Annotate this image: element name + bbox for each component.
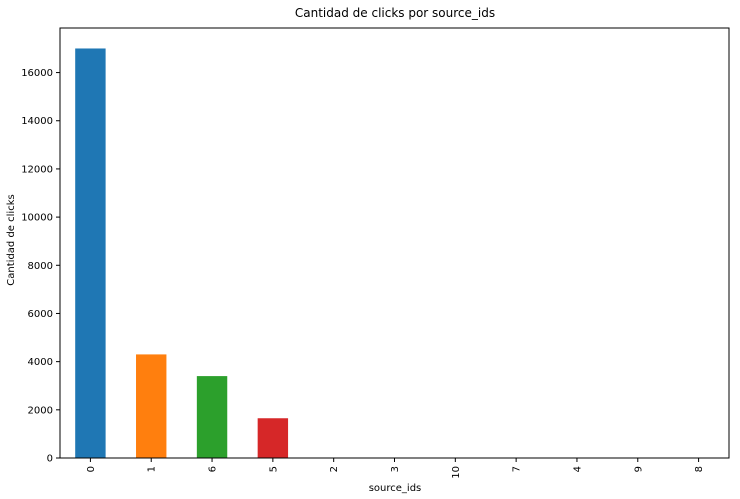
x-tick-label: 10 <box>451 466 462 479</box>
x-tick-label: 7 <box>512 466 523 472</box>
y-tick-label: 8000 <box>28 261 53 272</box>
bar-5 <box>257 418 289 458</box>
y-tick-label: 0 <box>47 454 53 465</box>
x-axis-label: source_ids <box>369 483 422 494</box>
y-axis-label: Cantidad de clicks <box>6 194 17 285</box>
x-tick-label: 5 <box>268 466 279 472</box>
x-tick-label: 8 <box>694 466 705 472</box>
y-tick-label: 2000 <box>28 405 53 416</box>
y-tick-label: 4000 <box>28 357 53 368</box>
y-tick-label: 6000 <box>28 309 53 320</box>
x-tick-label: 6 <box>208 466 219 472</box>
x-tick-label: 3 <box>390 466 401 472</box>
y-tick-label: 10000 <box>21 213 53 224</box>
chart-title: Cantidad de clicks por source_ids <box>295 6 495 20</box>
x-tick-label: 1 <box>147 466 158 472</box>
plot-area: 0 1 6 5 2 3 10 7 4 9 8 0 2000 4000 6000 8000 10000 12000 1… <box>21 27 730 479</box>
y-tick-label: 16000 <box>21 68 53 79</box>
x-tick-label: 4 <box>572 466 583 472</box>
x-tick-label: 0 <box>86 466 97 472</box>
plot-frame <box>59 27 730 459</box>
x-tick-label: 2 <box>329 466 340 472</box>
y-tick-label: 14000 <box>21 116 53 127</box>
bar-6 <box>196 376 228 458</box>
bar-0 <box>75 48 106 458</box>
bar-1 <box>136 354 167 458</box>
x-tick-label: 9 <box>633 466 644 472</box>
y-tick-label: 12000 <box>21 164 53 175</box>
